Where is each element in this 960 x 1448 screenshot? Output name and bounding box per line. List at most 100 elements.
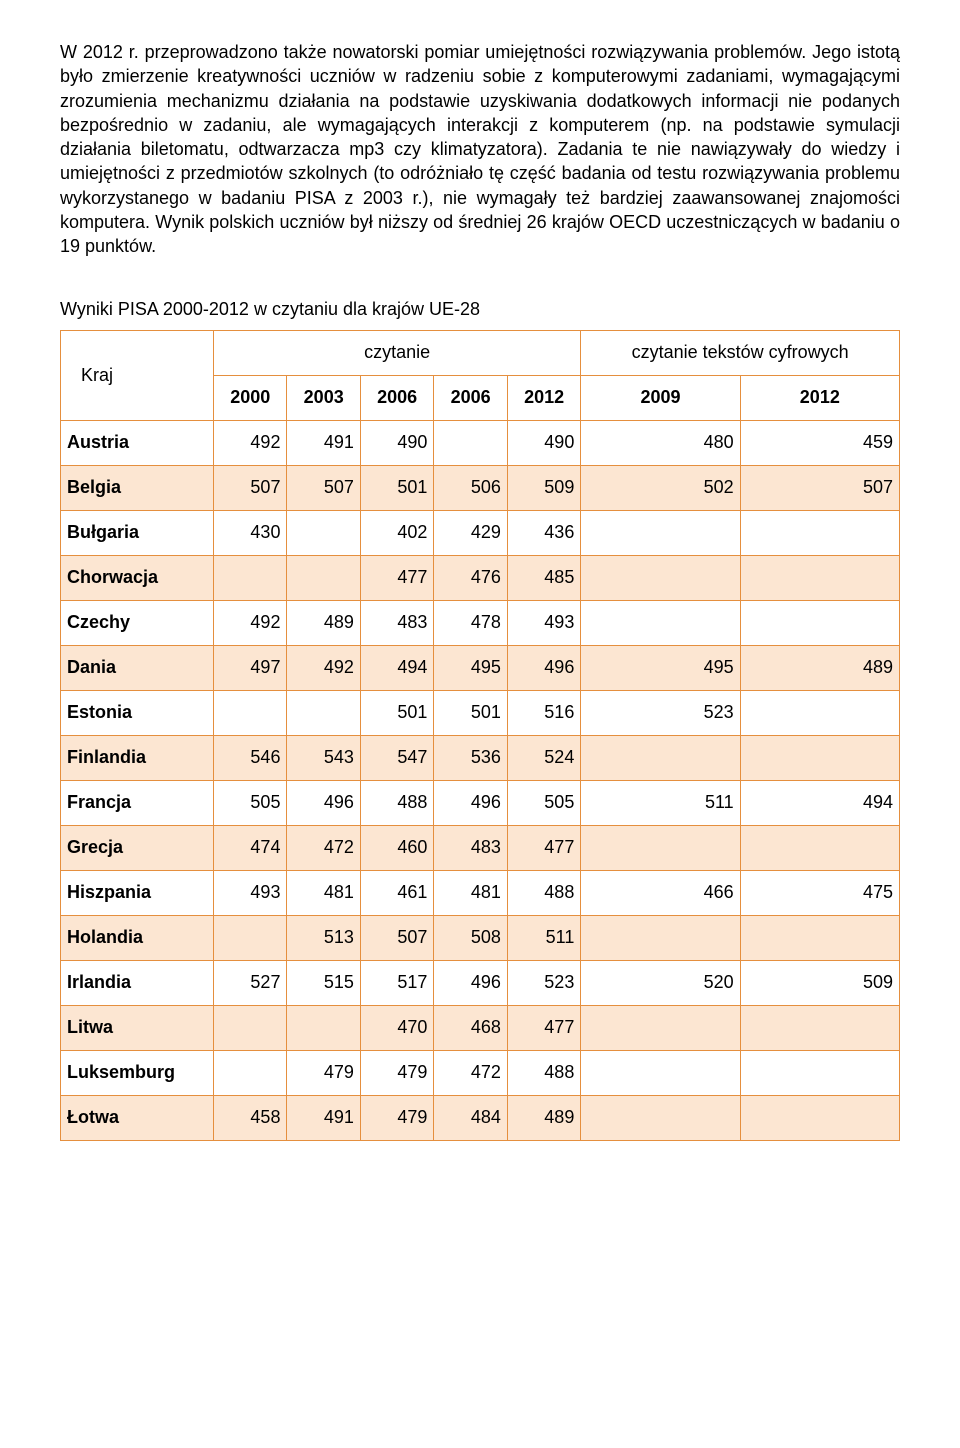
country-cell: Holandia bbox=[61, 915, 214, 960]
value-cell: 474 bbox=[214, 825, 287, 870]
value-cell: 470 bbox=[360, 1005, 433, 1050]
value-cell bbox=[740, 510, 899, 555]
value-cell: 520 bbox=[581, 960, 740, 1005]
table-row: Czechy492489483478493 bbox=[61, 600, 900, 645]
value-cell: 492 bbox=[214, 600, 287, 645]
country-cell: Belgia bbox=[61, 465, 214, 510]
col-group-czytanie: czytanie bbox=[214, 330, 581, 375]
country-cell: Irlandia bbox=[61, 960, 214, 1005]
country-cell: Łotwa bbox=[61, 1095, 214, 1140]
table-row: Holandia513507508511 bbox=[61, 915, 900, 960]
col-2012b: 2012 bbox=[740, 375, 899, 420]
value-cell: 527 bbox=[214, 960, 287, 1005]
value-cell: 489 bbox=[507, 1095, 580, 1140]
value-cell: 507 bbox=[360, 915, 433, 960]
value-cell bbox=[287, 510, 360, 555]
value-cell bbox=[214, 555, 287, 600]
country-cell: Dania bbox=[61, 645, 214, 690]
value-cell bbox=[740, 1095, 899, 1140]
value-cell: 495 bbox=[434, 645, 507, 690]
country-cell: Bułgaria bbox=[61, 510, 214, 555]
value-cell: 496 bbox=[287, 780, 360, 825]
value-cell: 507 bbox=[740, 465, 899, 510]
value-cell: 494 bbox=[740, 780, 899, 825]
table-row: Dania497492494495496495489 bbox=[61, 645, 900, 690]
pisa-table: Kraj czytanie czytanie tekstów cyfrowych… bbox=[60, 330, 900, 1141]
value-cell bbox=[740, 1005, 899, 1050]
value-cell: 493 bbox=[507, 600, 580, 645]
value-cell: 461 bbox=[360, 870, 433, 915]
value-cell: 481 bbox=[434, 870, 507, 915]
value-cell: 509 bbox=[507, 465, 580, 510]
value-cell: 488 bbox=[507, 1050, 580, 1095]
value-cell: 476 bbox=[434, 555, 507, 600]
value-cell: 493 bbox=[214, 870, 287, 915]
table-row: Finlandia546543547536524 bbox=[61, 735, 900, 780]
value-cell: 479 bbox=[287, 1050, 360, 1095]
value-cell: 515 bbox=[287, 960, 360, 1005]
table-row: Austria492491490490480459 bbox=[61, 420, 900, 465]
table-row: Francja505496488496505511494 bbox=[61, 780, 900, 825]
value-cell bbox=[287, 1005, 360, 1050]
col-2006a: 2006 bbox=[360, 375, 433, 420]
value-cell: 505 bbox=[507, 780, 580, 825]
value-cell: 490 bbox=[360, 420, 433, 465]
value-cell bbox=[214, 690, 287, 735]
value-cell: 496 bbox=[507, 645, 580, 690]
value-cell: 516 bbox=[507, 690, 580, 735]
value-cell: 536 bbox=[434, 735, 507, 780]
value-cell bbox=[581, 510, 740, 555]
value-cell: 483 bbox=[434, 825, 507, 870]
col-2003: 2003 bbox=[287, 375, 360, 420]
col-group-cyfrowych: czytanie tekstów cyfrowych bbox=[581, 330, 900, 375]
value-cell: 468 bbox=[434, 1005, 507, 1050]
value-cell bbox=[740, 690, 899, 735]
table-row: Hiszpania493481461481488466475 bbox=[61, 870, 900, 915]
value-cell bbox=[287, 690, 360, 735]
value-cell: 508 bbox=[434, 915, 507, 960]
value-cell: 497 bbox=[214, 645, 287, 690]
value-cell: 489 bbox=[287, 600, 360, 645]
col-2012: 2012 bbox=[507, 375, 580, 420]
value-cell: 547 bbox=[360, 735, 433, 780]
value-cell bbox=[581, 600, 740, 645]
table-title: Wyniki PISA 2000-2012 w czytaniu dla kra… bbox=[60, 299, 900, 320]
value-cell bbox=[740, 825, 899, 870]
value-cell: 491 bbox=[287, 420, 360, 465]
value-cell: 496 bbox=[434, 780, 507, 825]
value-cell: 477 bbox=[360, 555, 433, 600]
country-cell: Finlandia bbox=[61, 735, 214, 780]
value-cell: 430 bbox=[214, 510, 287, 555]
value-cell bbox=[740, 1050, 899, 1095]
table-row: Bułgaria430402429436 bbox=[61, 510, 900, 555]
value-cell: 488 bbox=[507, 870, 580, 915]
table-row: Grecja474472460483477 bbox=[61, 825, 900, 870]
country-cell: Austria bbox=[61, 420, 214, 465]
col-kraj: Kraj bbox=[61, 330, 214, 420]
value-cell: 402 bbox=[360, 510, 433, 555]
value-cell: 506 bbox=[434, 465, 507, 510]
value-cell: 513 bbox=[287, 915, 360, 960]
table-header-group-row: Kraj czytanie czytanie tekstów cyfrowych bbox=[61, 330, 900, 375]
value-cell: 546 bbox=[214, 735, 287, 780]
table-row: Litwa470468477 bbox=[61, 1005, 900, 1050]
value-cell: 492 bbox=[214, 420, 287, 465]
value-cell: 524 bbox=[507, 735, 580, 780]
value-cell: 495 bbox=[581, 645, 740, 690]
body-paragraph: W 2012 r. przeprowadzono także nowatorsk… bbox=[60, 40, 900, 259]
country-cell: Chorwacja bbox=[61, 555, 214, 600]
col-2000: 2000 bbox=[214, 375, 287, 420]
value-cell: 505 bbox=[214, 780, 287, 825]
value-cell: 458 bbox=[214, 1095, 287, 1140]
value-cell: 488 bbox=[360, 780, 433, 825]
value-cell: 477 bbox=[507, 825, 580, 870]
value-cell bbox=[581, 1005, 740, 1050]
value-cell bbox=[581, 1095, 740, 1140]
value-cell: 436 bbox=[507, 510, 580, 555]
value-cell: 460 bbox=[360, 825, 433, 870]
value-cell: 459 bbox=[740, 420, 899, 465]
value-cell bbox=[581, 555, 740, 600]
value-cell: 509 bbox=[740, 960, 899, 1005]
value-cell: 472 bbox=[434, 1050, 507, 1095]
value-cell bbox=[581, 915, 740, 960]
